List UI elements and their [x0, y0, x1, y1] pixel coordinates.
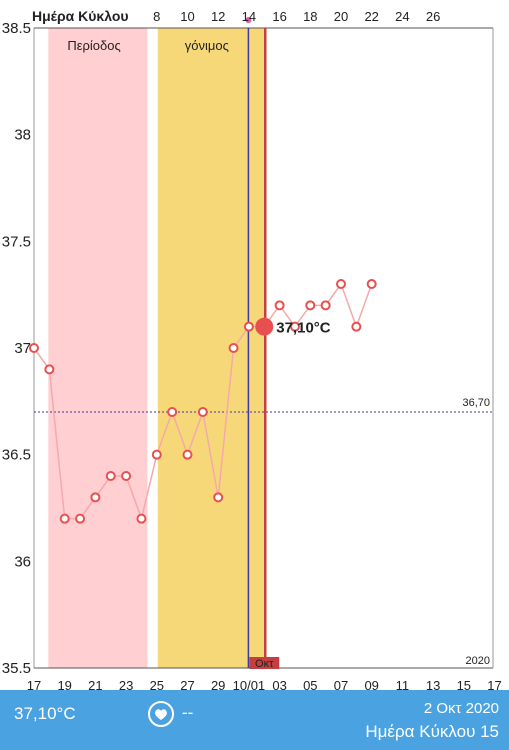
- temperature-point[interactable]: [29, 343, 39, 353]
- x-tick-label: 17: [487, 678, 501, 690]
- temperature-point[interactable]: [289, 321, 300, 332]
- y-tick-label: 35.5: [2, 660, 31, 677]
- x-tick-label: 07: [334, 678, 348, 690]
- x-tick-label: 03: [272, 678, 286, 690]
- heart-icon[interactable]: [148, 701, 174, 727]
- selected-temperature-point[interactable]: [255, 317, 274, 336]
- month-badge: [249, 657, 280, 669]
- y-tick-label: 38: [14, 127, 31, 144]
- temperature-point[interactable]: [336, 279, 346, 289]
- temperature-point[interactable]: [105, 471, 116, 481]
- temperature-point[interactable]: [366, 279, 377, 289]
- footer-date: 2 Οκτ 2020: [423, 700, 499, 717]
- temperature-point[interactable]: [274, 300, 285, 311]
- x-tick-label: 10/01: [233, 678, 266, 690]
- x-tick-label: 09: [364, 678, 378, 690]
- temperature-point[interactable]: [75, 513, 86, 524]
- temperature-point[interactable]: [228, 343, 239, 353]
- y-tick-label: 37.5: [2, 233, 31, 250]
- y-tick-label: 36.5: [2, 447, 31, 464]
- cycle-day-label: 14: [242, 9, 256, 24]
- cycle-day-label: 20: [334, 9, 348, 24]
- cycle-day-label: 12: [211, 9, 225, 24]
- footer-temperature: 37,10°C: [14, 704, 76, 723]
- temperature-point[interactable]: [305, 300, 316, 311]
- cycle-day-label: 24: [395, 9, 409, 24]
- x-tick-label: 25: [150, 678, 164, 690]
- x-tick-label: 17: [27, 678, 41, 690]
- temperature-point[interactable]: [44, 364, 55, 375]
- temperature-point[interactable]: [90, 492, 101, 503]
- footer-cycle-day: Ημέρα Κύκλου 15: [365, 722, 499, 741]
- footer-bar: 37,10°C -- 2 Οκτ 2020 Ημέρα Κύκλου 15: [0, 690, 509, 750]
- temperature-point[interactable]: [121, 471, 132, 481]
- temperature-point[interactable]: [351, 321, 362, 332]
- header-title: Ημέρα Κύκλου: [32, 8, 129, 24]
- temperature-point[interactable]: [197, 407, 208, 417]
- month-label: Οκτ: [255, 658, 274, 670]
- x-tick-label: 05: [303, 678, 317, 690]
- x-tick-label: 19: [57, 678, 71, 690]
- cycle-day-label: 16: [272, 9, 286, 24]
- y-tick-label: 38.5: [2, 20, 31, 37]
- year-label: 2020: [466, 655, 490, 667]
- temperature-point[interactable]: [136, 513, 147, 524]
- x-tick-label: 23: [119, 678, 133, 690]
- x-tick-label: 27: [180, 678, 194, 690]
- temperature-point[interactable]: [320, 300, 331, 311]
- cycle-day-label: 18: [303, 9, 317, 24]
- intercourse-value: --: [182, 703, 194, 722]
- temperature-point[interactable]: [59, 513, 70, 524]
- temperature-point[interactable]: [213, 492, 224, 503]
- x-tick-label: 11: [396, 678, 410, 690]
- x-tick-label: 13: [426, 678, 440, 690]
- period-band: [48, 28, 148, 668]
- today-marker: [245, 17, 252, 23]
- period-label: Περίοδος: [67, 38, 120, 53]
- temperature-point[interactable]: [151, 449, 162, 460]
- cycle-day-label: 22: [364, 9, 378, 24]
- cycle-day-label: 26: [426, 9, 440, 24]
- coverline-label: 36,70: [462, 397, 490, 409]
- temperature-point[interactable]: [167, 407, 178, 417]
- selected-temperature-label: 37,10°C: [276, 320, 331, 337]
- fertile-label: γόνιμος: [185, 38, 229, 53]
- temperature-point[interactable]: [182, 449, 193, 460]
- x-tick-label: 21: [88, 678, 102, 690]
- cycle-day-label: 8: [153, 9, 160, 24]
- x-tick-label: 15: [457, 678, 471, 690]
- fertile-band: [157, 28, 266, 668]
- y-tick-label: 37: [14, 340, 31, 357]
- cycle-day-label: 10: [180, 9, 194, 24]
- x-tick-label: 29: [211, 678, 225, 690]
- y-tick-label: 36: [14, 553, 31, 570]
- temperature-point[interactable]: [243, 321, 254, 332]
